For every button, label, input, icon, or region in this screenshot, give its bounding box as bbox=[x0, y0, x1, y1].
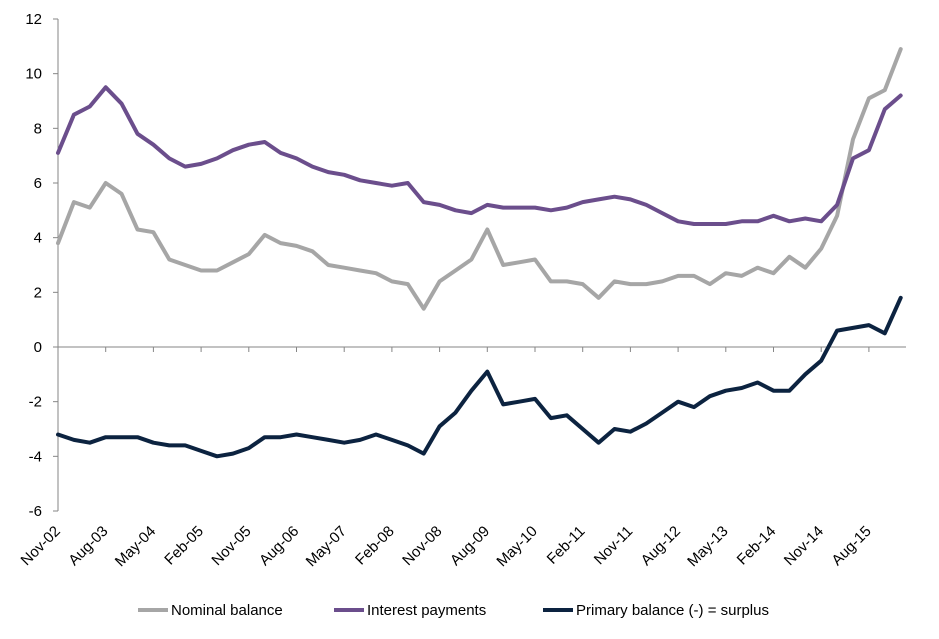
x-tick-label: Feb-08 bbox=[352, 523, 398, 569]
legend-swatch-interest-payments bbox=[334, 608, 364, 612]
legend: Nominal balance Interest payments Primar… bbox=[0, 596, 939, 624]
x-tick-label: Nov-14 bbox=[781, 523, 827, 569]
y-tick-label: -4 bbox=[29, 448, 42, 465]
x-tick-label: Nov-11 bbox=[591, 523, 636, 568]
x-tick-label: Nov-02 bbox=[18, 523, 64, 569]
y-tick-label: 8 bbox=[34, 120, 42, 137]
x-tick-label: May-07 bbox=[303, 523, 350, 570]
x-tick-label: Aug-03 bbox=[65, 523, 111, 569]
y-tick-label: -2 bbox=[29, 394, 42, 411]
legend-label-nominal-balance: Nominal balance bbox=[171, 601, 283, 619]
legend-swatch-primary-balance bbox=[543, 608, 573, 612]
series-line-interest-payments bbox=[56, 85, 903, 226]
legend-swatch-nominal-balance bbox=[138, 608, 168, 612]
x-tick-label: Nov-08 bbox=[399, 523, 445, 569]
y-tick-label: 4 bbox=[34, 230, 42, 247]
x-axis: Nov-02 Aug-03 May-04 Feb-05 Nov-05 Aug-06 May-… bbox=[18, 346, 906, 570]
y-tick-label: 12 bbox=[25, 11, 42, 28]
x-tick-label: Feb-05 bbox=[161, 523, 207, 569]
legend-item-interest-payments: Interest payments bbox=[334, 596, 486, 624]
legend-item-nominal-balance: Nominal balance bbox=[138, 596, 283, 624]
x-tick-label: Aug-12 bbox=[638, 523, 684, 569]
x-tick-label: Aug-09 bbox=[447, 523, 493, 569]
x-tick-label: May-13 bbox=[684, 523, 731, 570]
series-line-primary-balance-surplus bbox=[56, 295, 903, 459]
x-tick-label: Aug-06 bbox=[256, 523, 302, 569]
y-axis: -6 -4 -2 0 2 4 6 8 10 12 bbox=[25, 11, 59, 520]
x-tick-label: May-10 bbox=[493, 523, 540, 570]
legend-item-primary-balance: Primary balance (-) = surplus bbox=[543, 596, 769, 624]
legend-label-primary-balance: Primary balance (-) = surplus bbox=[576, 601, 769, 619]
x-tick-label: Feb-11 bbox=[544, 523, 589, 568]
series-line-nominal-balance bbox=[56, 47, 903, 311]
y-tick-label: 6 bbox=[34, 175, 42, 192]
series-lines bbox=[56, 47, 903, 459]
y-tick-label: -6 bbox=[29, 503, 42, 520]
x-tick-label: Aug-15 bbox=[829, 523, 875, 569]
x-tick-label: May-04 bbox=[112, 523, 159, 570]
y-tick-label: 10 bbox=[25, 66, 42, 83]
x-tick-label: Feb-14 bbox=[734, 523, 780, 569]
y-tick-label: 2 bbox=[34, 284, 42, 301]
line-chart: -6 -4 -2 0 2 4 6 8 10 12 Nov-02 Aug-03 May-04 Feb-05… bbox=[18, 11, 906, 570]
x-tick-label: Nov-05 bbox=[208, 523, 254, 569]
legend-label-interest-payments: Interest payments bbox=[367, 601, 487, 619]
y-tick-label: 0 bbox=[34, 339, 42, 356]
